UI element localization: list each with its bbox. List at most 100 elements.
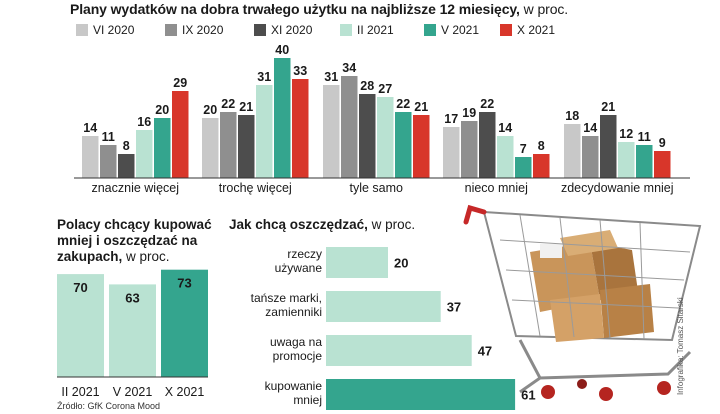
data-label: 33: [293, 64, 307, 78]
data-label: 31: [324, 70, 338, 84]
data-label: 7: [520, 142, 527, 156]
bar-zdecydowanie-mniej-ii-2021: [618, 142, 635, 178]
hbar-ta-sze-marki-zamienniki: [326, 291, 441, 322]
data-label: 18: [565, 109, 579, 123]
data-label: 73: [177, 276, 191, 291]
data-label: 14: [498, 121, 512, 135]
data-label: 12: [619, 127, 633, 141]
legend-label: II 2021: [357, 23, 394, 37]
data-label: 21: [414, 100, 428, 114]
category-label-rzeczy-u-ywane: rzeczy używane: [275, 247, 323, 275]
right-chart-title: Jak chcą oszczędzać, w proc.: [229, 217, 416, 232]
data-label: 21: [601, 100, 615, 114]
bar-tyle-samo-ix-2020: [341, 76, 358, 178]
legend-item-vi-2020: VI 2020: [76, 23, 134, 37]
data-label: 70: [73, 280, 87, 295]
legend-label: VI 2020: [93, 23, 135, 37]
data-label: 19: [462, 106, 476, 120]
category-label-znacznie-wi-cej: znacznie więcej: [91, 181, 179, 195]
bar-tyle-samo-ii-2021: [377, 97, 394, 178]
bar-x-2021: [161, 269, 208, 377]
bar-znacznie-wi-cej-vi-2020: [82, 136, 99, 178]
data-label: 22: [480, 97, 494, 111]
bar-zdecydowanie-mniej-ix-2020: [582, 136, 599, 178]
category-label-ta-sze-marki-zamienniki: tańsze marki, zamienniki: [251, 291, 322, 319]
legend-swatch: [254, 24, 266, 36]
left-chart-title: Polacy chcący kupować mniej i oszczędzać…: [57, 217, 212, 264]
bar-znacznie-wi-cej-xi-2020: [118, 154, 135, 178]
bar-troch-wi-cej-ii-2021: [256, 85, 273, 178]
infographic-credit: Infografika: Tomasz Sitarski: [676, 297, 685, 395]
bar-tyle-samo-vi-2020: [323, 85, 340, 178]
data-label: 8: [538, 139, 545, 153]
bar-znacznie-wi-cej-ii-2021: [136, 130, 153, 178]
data-label: 27: [378, 82, 392, 96]
shopping-cart-illustration: [463, 204, 702, 401]
data-label: 17: [444, 112, 458, 126]
data-label: 47: [478, 344, 492, 359]
data-label: 31: [257, 70, 271, 84]
category-label-kupowanie-mniej: kupowanie mniej: [265, 379, 323, 407]
bar-v-2021: [109, 284, 156, 377]
data-label: 21: [239, 100, 253, 114]
legend-item-ix-2020: IX 2020: [165, 23, 223, 37]
bar-troch-wi-cej-ix-2020: [220, 112, 237, 178]
data-label: 29: [173, 76, 187, 90]
data-label: 14: [83, 121, 97, 135]
bar-tyle-samo-xi-2020: [359, 94, 376, 178]
category-label-nieco-mniej: nieco mniej: [465, 181, 528, 195]
data-label: 14: [583, 121, 597, 135]
data-label: 63: [125, 290, 139, 305]
data-label: 20: [203, 103, 217, 117]
legend-swatch: [424, 24, 436, 36]
bar-tyle-samo-x-2021: [413, 115, 430, 178]
hbar-rzeczy-u-ywane: [326, 247, 388, 278]
bar-zdecydowanie-mniej-v-2021: [636, 145, 653, 178]
main-chart-title: Plany wydatków na dobra trwałego użytku …: [70, 1, 569, 17]
bar-troch-wi-cej-x-2021: [292, 79, 309, 178]
bar-ii-2021: [57, 274, 104, 377]
category-label-tyle-samo: tyle samo: [350, 181, 404, 195]
legend-swatch: [340, 24, 352, 36]
bar-zdecydowanie-mniej-x-2021: [654, 151, 671, 178]
legend-label: IX 2020: [182, 23, 224, 37]
bar-nieco-mniej-v-2021: [515, 157, 532, 178]
legend-swatch: [76, 24, 88, 36]
category-label-zdecydowanie-mniej: zdecydowanie mniej: [561, 181, 674, 195]
legend-item-v-2021: V 2021: [424, 23, 479, 37]
legend-swatch: [500, 24, 512, 36]
bar-nieco-mniej-ii-2021: [497, 136, 514, 178]
hbar-uwaga-na-promocje: [326, 335, 472, 366]
data-label: 22: [221, 97, 235, 111]
legend-swatch: [165, 24, 177, 36]
legend-item-ii-2021: II 2021: [340, 23, 394, 37]
data-label: 22: [396, 97, 410, 111]
bar-nieco-mniej-x-2021: [533, 154, 550, 178]
data-label: 61: [521, 388, 535, 403]
category-label-troch-wi-cej: trochę więcej: [219, 181, 292, 195]
bar-znacznie-wi-cej-x-2021: [172, 91, 189, 178]
legend-item-x-2021: X 2021: [500, 23, 555, 37]
data-label: 40: [275, 43, 289, 57]
source-note: Źródło: GfK Corona Mood: [57, 401, 161, 411]
data-label: 20: [155, 103, 169, 117]
bar-troch-wi-cej-v-2021: [274, 58, 291, 178]
data-label: 8: [123, 139, 130, 153]
legend-item-xi-2020: XI 2020: [254, 23, 312, 37]
legend-label: XI 2020: [271, 23, 313, 37]
bar-nieco-mniej-vi-2020: [443, 127, 460, 178]
category-label-uwaga-na-promocje: uwaga na promocje: [270, 335, 322, 363]
category-label-v-2021: V 2021: [113, 385, 153, 399]
bar-troch-wi-cej-vi-2020: [202, 118, 219, 178]
data-label: 16: [137, 115, 151, 129]
bar-tyle-samo-v-2021: [395, 112, 412, 178]
category-label-x-2021: X 2021: [165, 385, 205, 399]
category-label-ii-2021: II 2021: [61, 385, 99, 399]
data-label: 34: [342, 61, 356, 75]
legend-label: X 2021: [517, 23, 556, 37]
bar-zdecydowanie-mniej-xi-2020: [600, 115, 617, 178]
bar-troch-wi-cej-xi-2020: [238, 115, 255, 178]
bar-zdecydowanie-mniej-vi-2020: [564, 124, 581, 178]
data-label: 11: [102, 130, 115, 144]
